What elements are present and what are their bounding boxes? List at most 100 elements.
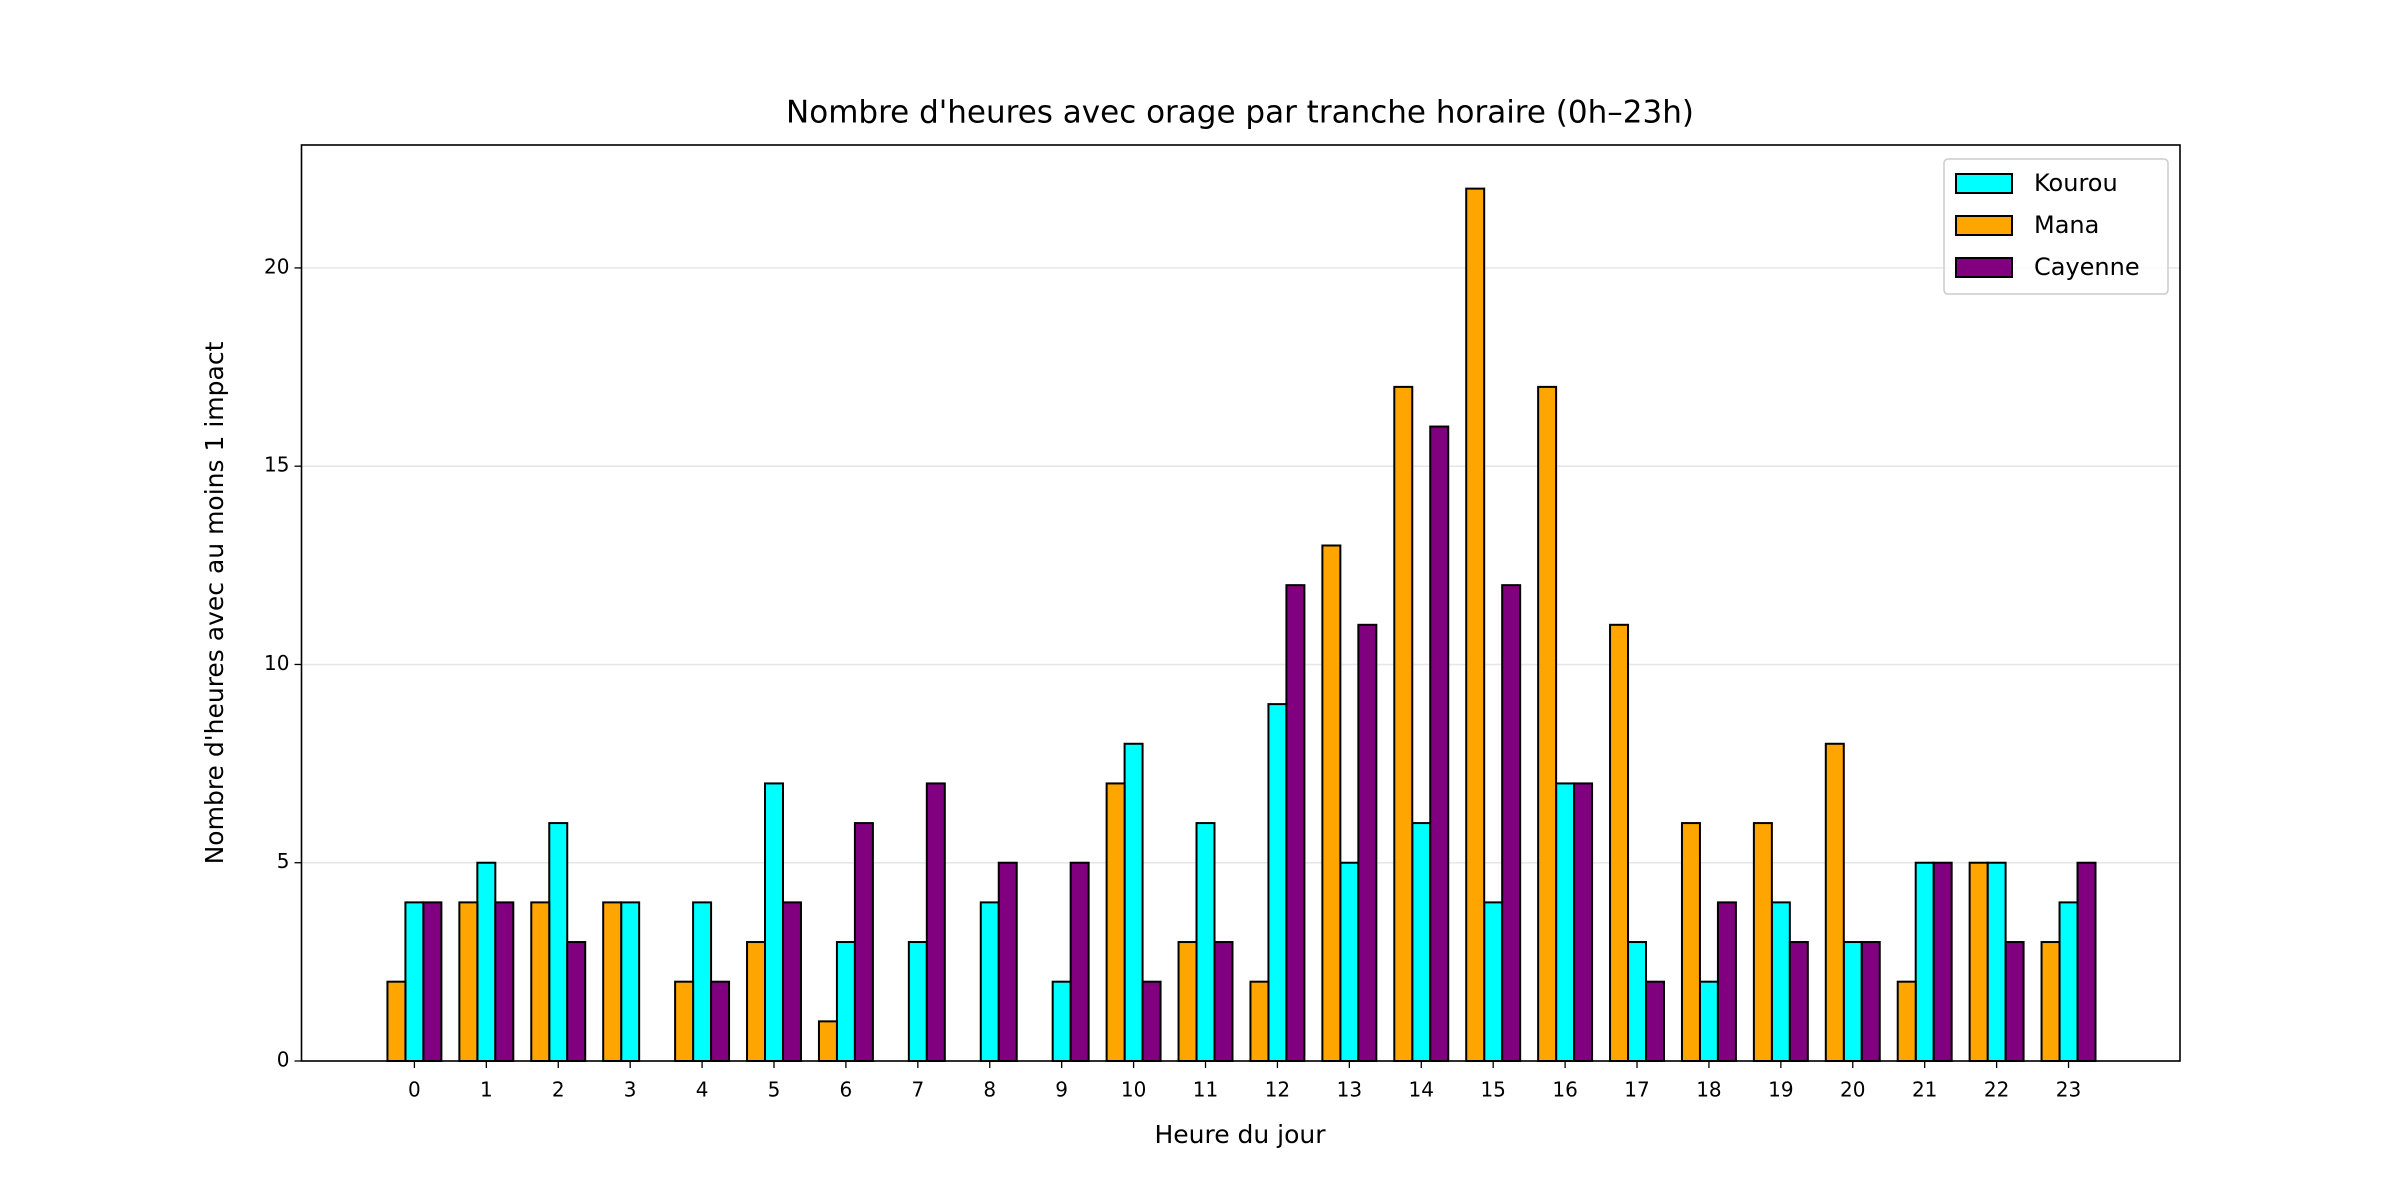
bar [1357, 623, 1378, 1062]
bar [1896, 980, 1917, 1062]
x-tick-label: 11 [1193, 1078, 1218, 1102]
x-tick-label: 16 [1552, 1078, 1577, 1102]
bar [1393, 385, 1414, 1062]
bar [2076, 861, 2097, 1063]
bar [1698, 980, 1719, 1062]
bar [422, 901, 443, 1062]
bar [620, 901, 641, 1062]
bar [907, 941, 928, 1062]
bar [1555, 782, 1576, 1062]
bar [1968, 861, 1989, 1063]
bar [1914, 861, 1935, 1063]
x-tick-label: 23 [2056, 1078, 2081, 1102]
bar [1501, 584, 1522, 1062]
legend-label: Kourou [2034, 169, 2118, 197]
bar [925, 782, 946, 1062]
bar [530, 901, 551, 1062]
x-tick-label: 17 [1624, 1078, 1649, 1102]
x-tick-label: 2 [552, 1078, 565, 1102]
x-tick-label: 10 [1121, 1078, 1146, 1102]
bar [1770, 901, 1791, 1062]
bar [2004, 941, 2025, 1062]
bar [1411, 822, 1432, 1063]
bar [979, 901, 1000, 1062]
bar [1645, 980, 1665, 1062]
bar [835, 941, 856, 1062]
bar [764, 782, 784, 1062]
bar [1842, 941, 1863, 1062]
bar [1860, 941, 1881, 1062]
bar [746, 941, 767, 1062]
bar [1537, 385, 1558, 1062]
bar [548, 822, 569, 1063]
plot-frame [300, 144, 2181, 1062]
bar [1429, 425, 1450, 1062]
bar [386, 980, 407, 1062]
chart-title: Nombre d'heures avec orage par tranche h… [786, 95, 1694, 131]
bar [1680, 822, 1701, 1063]
bar [1051, 980, 1072, 1062]
bar [817, 1020, 838, 1062]
bar [602, 901, 623, 1062]
bar [781, 901, 802, 1062]
y-tick-label: 15 [264, 453, 289, 477]
legend-swatch [1955, 257, 2013, 278]
y-axis-label: Nombre d'heures avec au moins 1 impact [200, 341, 229, 864]
y-tick-label: 10 [264, 651, 289, 675]
legend-label: Mana [2034, 211, 2099, 239]
x-tick-label: 3 [624, 1078, 637, 1102]
x-tick-label: 0 [408, 1078, 421, 1102]
bar [494, 901, 515, 1062]
x-tick-label: 14 [1409, 1078, 1434, 1102]
bar [1141, 980, 1162, 1062]
bar [1177, 941, 1198, 1062]
bar [2040, 941, 2061, 1062]
bar [566, 941, 587, 1062]
x-tick-label: 7 [911, 1078, 924, 1102]
bar [1249, 980, 1270, 1062]
legend-swatch [1955, 173, 2013, 194]
bar [1932, 861, 1953, 1063]
x-tick-label: 19 [1768, 1078, 1793, 1102]
bar [476, 861, 497, 1063]
x-tick-label: 22 [1984, 1078, 2009, 1102]
bar [1986, 861, 2007, 1063]
bar [1285, 584, 1306, 1062]
bar [1069, 861, 1090, 1063]
x-tick-label: 12 [1265, 1078, 1290, 1102]
bar [458, 901, 479, 1062]
legend: Kourou Mana Cayenne [1943, 158, 2169, 295]
y-tick-label: 0 [277, 1048, 290, 1072]
x-tick-label: 20 [1840, 1078, 1865, 1102]
bar [1123, 742, 1144, 1062]
x-tick-label: 5 [768, 1078, 781, 1102]
bar [1573, 782, 1594, 1062]
bar [1213, 941, 1234, 1062]
bar [1716, 901, 1737, 1062]
bar [1752, 822, 1773, 1063]
x-axis-label: Heure du jour [1154, 1120, 1326, 1149]
bar [1465, 187, 1486, 1063]
bar [1788, 941, 1809, 1062]
bar [710, 980, 731, 1062]
x-tick-label: 1 [480, 1078, 493, 1102]
bar [1609, 623, 1630, 1062]
y-tick-label: 5 [277, 849, 290, 873]
bar [1339, 861, 1360, 1063]
x-tick-label: 15 [1480, 1078, 1505, 1102]
bar [997, 861, 1018, 1063]
x-tick-label: 18 [1696, 1078, 1721, 1102]
bar [853, 822, 874, 1063]
x-tick-label: 9 [1055, 1078, 1068, 1102]
bar [1824, 742, 1845, 1062]
bar [692, 901, 713, 1062]
bar [1627, 941, 1648, 1062]
bar [674, 980, 695, 1062]
bar [1321, 544, 1342, 1062]
bar [1267, 703, 1288, 1062]
x-tick-label: 4 [696, 1078, 709, 1102]
bar [1483, 901, 1504, 1062]
y-tick-label: 20 [264, 254, 289, 278]
bar [404, 901, 425, 1062]
